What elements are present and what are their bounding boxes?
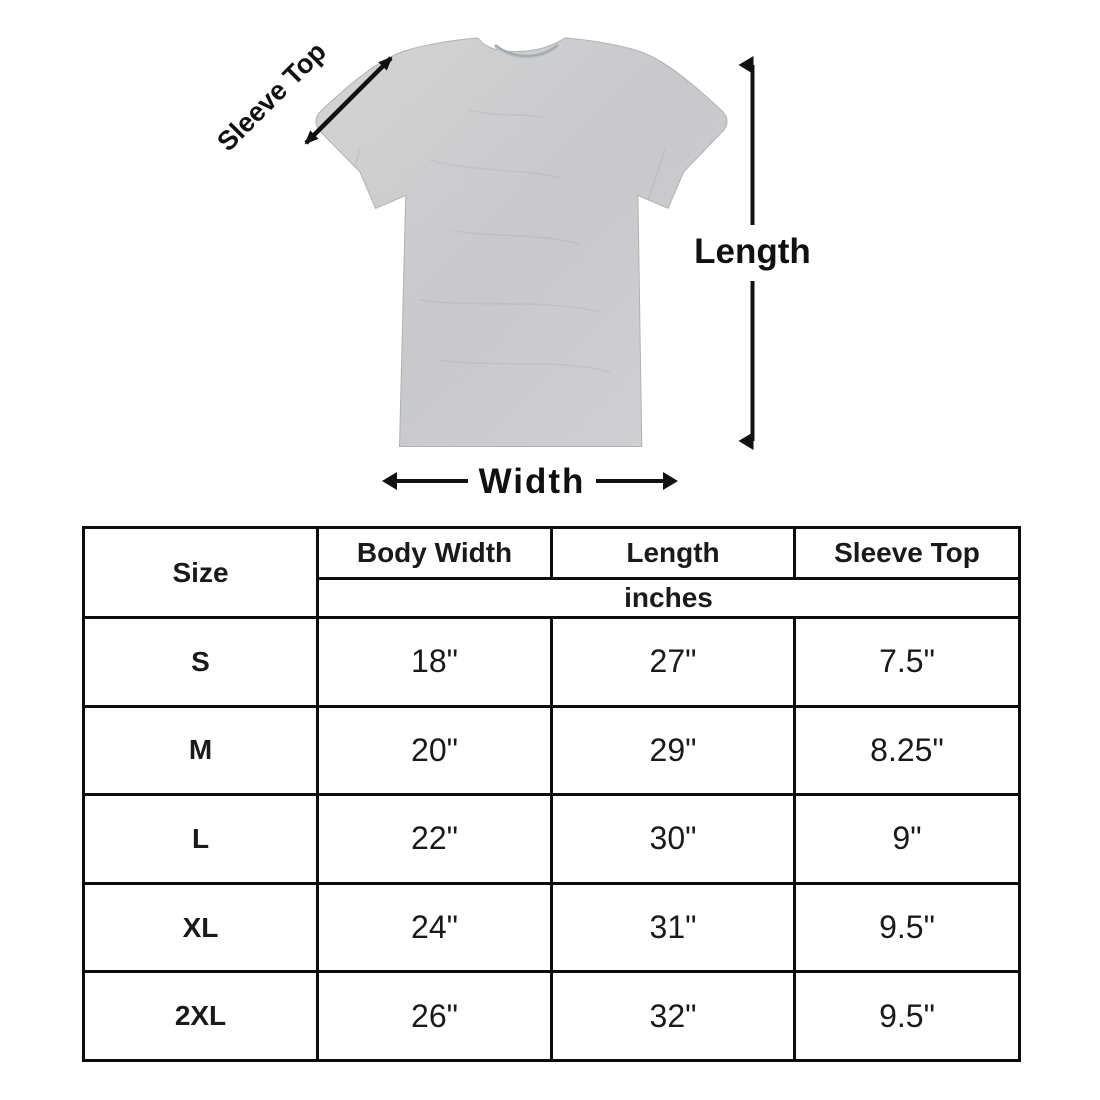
svg-text:Width: Width <box>479 462 586 501</box>
svg-text:Length: Length <box>694 232 811 271</box>
svg-text:Sleeve Top: Sleeve Top <box>211 36 332 157</box>
